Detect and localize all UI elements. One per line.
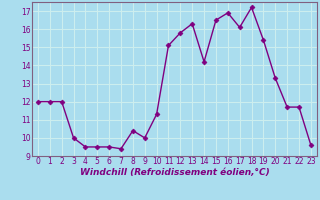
X-axis label: Windchill (Refroidissement éolien,°C): Windchill (Refroidissement éolien,°C)	[80, 168, 269, 177]
